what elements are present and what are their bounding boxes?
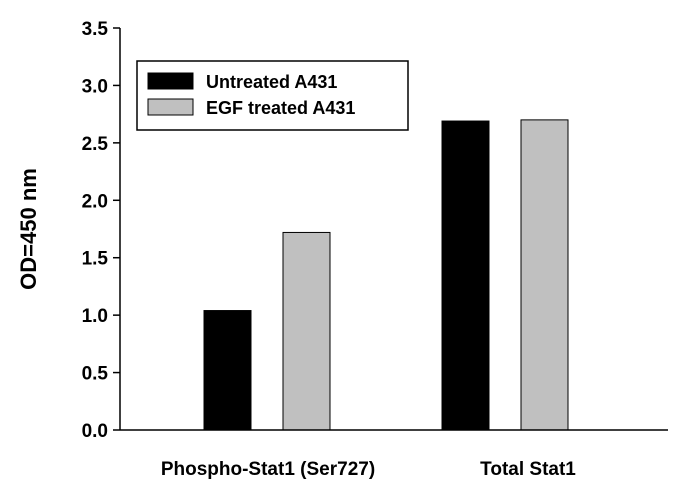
bar-untreated-1 (441, 120, 490, 431)
x-tick-label: Total Stat1 (480, 459, 576, 480)
y-axis-title: OD=450 nm (16, 168, 41, 290)
y-tick-label: 1.5 (82, 249, 109, 270)
y-tick-label: 3.0 (82, 76, 108, 97)
y-axis-ticks: 0.0 0.5 1.0 1.5 2.0 2.5 3.0 3.5 (82, 19, 120, 442)
legend-swatch (147, 98, 194, 116)
bar-egf-treated-0 (282, 231, 331, 431)
bars (203, 119, 569, 431)
legend: Untreated A431 EGF treated A431 (136, 60, 409, 131)
legend-label: Untreated A431 (206, 72, 337, 92)
bar-untreated-0 (203, 310, 252, 431)
y-tick-label: 2.5 (82, 134, 109, 155)
y-tick-label: 1.0 (82, 306, 108, 327)
x-axis-tick-labels: Phospho-Stat1 (Ser727) Total Stat1 (161, 459, 576, 480)
y-tick-label: 2.0 (82, 191, 108, 212)
bar-egf-treated-1 (520, 119, 569, 431)
y-tick-label: 0.5 (82, 364, 109, 385)
legend-swatch (147, 72, 194, 90)
y-tick-label: 3.5 (82, 19, 109, 40)
legend-label: EGF treated A431 (206, 98, 355, 118)
x-tick-label: Phospho-Stat1 (Ser727) (161, 459, 375, 480)
y-tick-label: 0.0 (82, 421, 108, 442)
